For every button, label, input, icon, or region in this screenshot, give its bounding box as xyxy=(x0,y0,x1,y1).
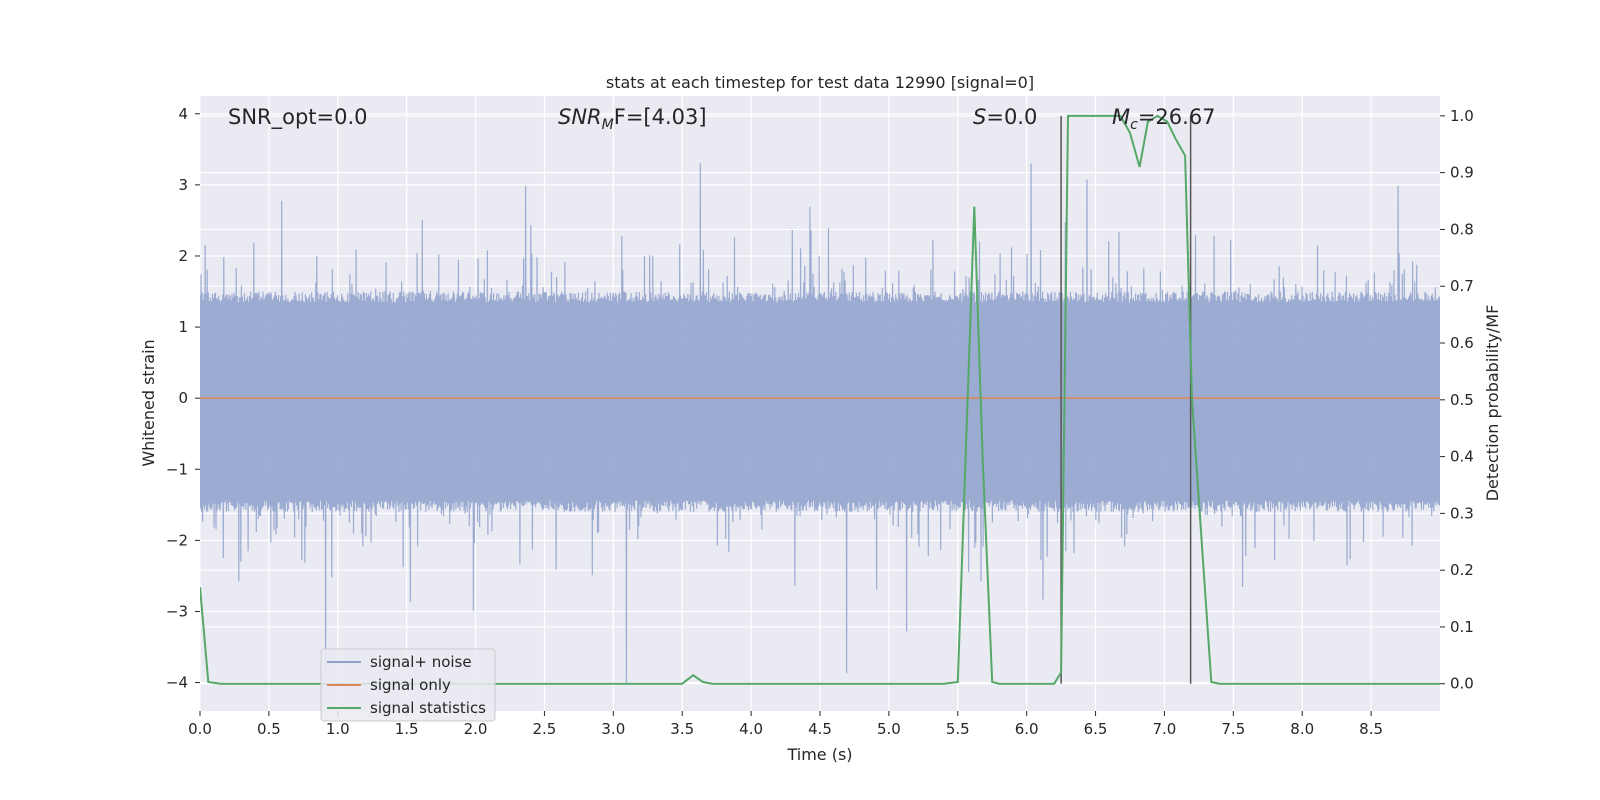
y-right-tick-label: 0.4 xyxy=(1450,448,1474,466)
y-left-tick-label: −4 xyxy=(166,674,188,692)
chart-title: stats at each timestep for test data 129… xyxy=(606,73,1034,92)
y-axis-label-left: Whitened strain xyxy=(139,339,158,466)
axis-ticks: 0.0 0.5 1.0 1.5 2.0 2.5 3.0 3.5 4.0 4.5 5.0 5.5 6.0 6… xyxy=(166,105,1474,738)
snr-mf-annotation: SNRMF=[4.03] xyxy=(558,105,707,133)
snr-mf-base: SNR xyxy=(558,105,602,129)
mc-rest: =26.67 xyxy=(1138,105,1216,129)
x-tick-label: 1.5 xyxy=(395,720,419,738)
y-right-tick-label: 0.2 xyxy=(1450,561,1474,579)
x-tick-label: 0.5 xyxy=(257,720,281,738)
y-right-tick-label: 0.0 xyxy=(1450,675,1474,693)
y-left-tick-label: −1 xyxy=(166,460,188,478)
y-right-tick-label: 0.3 xyxy=(1450,504,1474,522)
x-tick-label: 2.5 xyxy=(533,720,557,738)
annotations: SNR_opt=0.0 SNRMF=[4.03] S=0.0 Mc=26.67 xyxy=(228,105,1216,133)
x-tick-label: 1.0 xyxy=(326,720,350,738)
y-left-tick-label: 0 xyxy=(178,389,188,407)
legend-box xyxy=(320,648,496,722)
x-tick-label: 7.5 xyxy=(1221,720,1245,738)
y-right-tick-label: 0.6 xyxy=(1450,334,1474,352)
y-axis-label-right: Detection probability/MF xyxy=(1483,305,1502,502)
snr-mf-subscript: M xyxy=(602,117,614,133)
y-right-tick-label: 0.9 xyxy=(1450,164,1474,182)
mc-base: M xyxy=(1112,105,1130,129)
x-tick-label: 8.5 xyxy=(1359,720,1383,738)
s-stat-rest: =0.0 xyxy=(986,105,1037,129)
x-tick-label: 5.0 xyxy=(877,720,901,738)
s-stat-base: S xyxy=(973,105,986,129)
y-left-tick-label: 2 xyxy=(178,247,188,265)
legend: signal+ noise signal only signal statist… xyxy=(320,648,496,722)
y-right-tick-label: 0.7 xyxy=(1450,277,1474,295)
y-left-tick-label: −2 xyxy=(166,531,188,549)
y-right-tick-label: 1.0 xyxy=(1450,107,1474,125)
legend-label-signal-statistics: signal statistics xyxy=(370,699,486,717)
x-tick-label: 4.5 xyxy=(808,720,832,738)
snr-opt-annotation: SNR_opt=0.0 xyxy=(228,105,368,130)
data-layer xyxy=(200,114,1440,685)
y-left-tick-label: 1 xyxy=(178,318,188,336)
x-tick-label: 6.0 xyxy=(1015,720,1039,738)
x-axis-label: Time (s) xyxy=(786,745,852,764)
legend-label-signal-only: signal only xyxy=(370,676,451,694)
y-left-tick-label: −3 xyxy=(166,602,188,620)
y-left-tick-label: 4 xyxy=(178,105,188,123)
series-signal-statistics-line xyxy=(200,114,1440,685)
x-tick-label: 0.0 xyxy=(188,720,212,738)
x-tick-label: 6.5 xyxy=(1084,720,1108,738)
x-tick-label: 3.5 xyxy=(670,720,694,738)
legend-label-signal-noise: signal+ noise xyxy=(370,653,472,671)
mc-annotation: Mc=26.67 xyxy=(1112,105,1216,133)
y-left-tick-label: 3 xyxy=(178,176,188,194)
x-tick-label: 2.0 xyxy=(464,720,488,738)
s-stat-annotation: S=0.0 xyxy=(973,105,1037,129)
mc-subscript: c xyxy=(1130,117,1138,133)
y-right-tick-label: 0.8 xyxy=(1450,220,1474,238)
x-tick-label: 5.5 xyxy=(946,720,970,738)
x-tick-label: 7.0 xyxy=(1153,720,1177,738)
x-tick-label: 4.0 xyxy=(739,720,763,738)
x-tick-label: 8.0 xyxy=(1290,720,1314,738)
snr-mf-rest: F=[4.03] xyxy=(614,105,707,129)
x-tick-label: 3.0 xyxy=(601,720,625,738)
y-right-tick-label: 0.1 xyxy=(1450,618,1474,636)
y-right-tick-label: 0.5 xyxy=(1450,391,1474,409)
